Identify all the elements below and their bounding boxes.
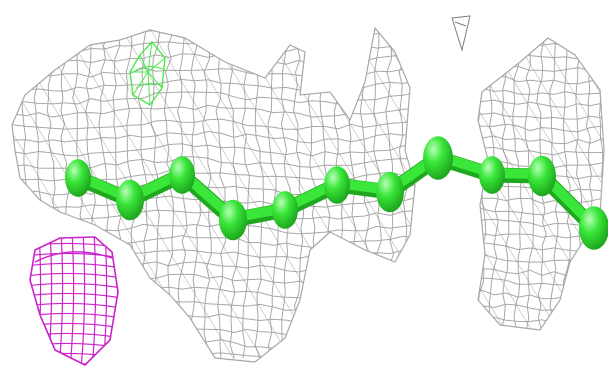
ligand-atom	[116, 179, 144, 221]
ligand-atom	[219, 199, 247, 241]
ligand-atom	[324, 166, 350, 204]
ligand-atom	[272, 191, 298, 229]
magenta-mesh-blob	[29, 236, 119, 366]
ligand-atom	[65, 159, 91, 197]
ligand-atom	[579, 206, 608, 250]
ligand-atom	[528, 155, 556, 197]
grey-electron-density-mesh	[11, 15, 605, 363]
density-mesh-region	[12, 28, 415, 362]
small-green-mesh-blob	[129, 40, 166, 106]
ligand-atom	[479, 156, 505, 194]
green-ball-and-stick-chain	[65, 136, 608, 250]
ligand-atom	[376, 171, 404, 213]
ligand-atom	[169, 156, 195, 194]
ligand-atom	[423, 136, 453, 180]
